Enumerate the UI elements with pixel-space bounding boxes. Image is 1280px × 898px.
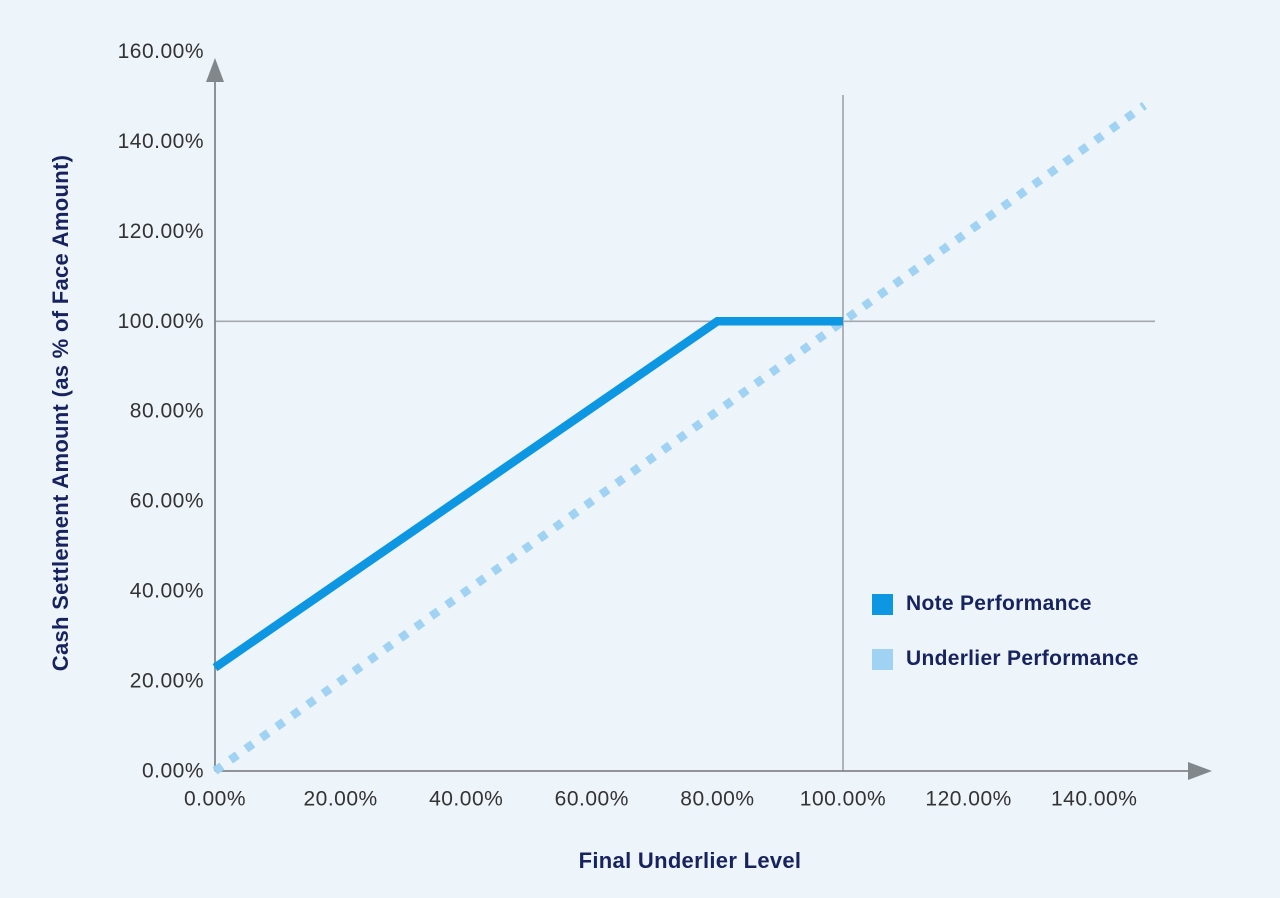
svg-text:40.00%: 40.00% bbox=[130, 580, 204, 603]
svg-text:80.00%: 80.00% bbox=[680, 787, 754, 810]
legend-label-note-performance: Note Performance bbox=[906, 592, 1092, 615]
svg-text:40.00%: 40.00% bbox=[429, 787, 503, 810]
legend-label-underlier-performance: Underlier Performance bbox=[906, 647, 1139, 670]
svg-text:0.00%: 0.00% bbox=[184, 787, 246, 810]
x-axis-title: Final Underlier Level bbox=[578, 848, 802, 873]
svg-text:140.00%: 140.00% bbox=[1051, 787, 1137, 810]
y-axis-title: Cash Settlement Amount (as % of Face Amo… bbox=[48, 154, 73, 672]
note-performance-swatch-icon bbox=[872, 593, 893, 615]
svg-text:100.00%: 100.00% bbox=[118, 310, 204, 333]
svg-text:20.00%: 20.00% bbox=[130, 670, 204, 693]
svg-text:120.00%: 120.00% bbox=[925, 787, 1011, 810]
svg-text:120.00%: 120.00% bbox=[118, 220, 204, 243]
underlier-performance-swatch-icon bbox=[872, 648, 893, 670]
legend-item-underlier-performance: Underlier Performance bbox=[872, 647, 1139, 671]
legend: Note Performance Underlier Performance bbox=[872, 592, 1139, 671]
svg-text:160.00%: 160.00% bbox=[118, 40, 204, 63]
svg-text:60.00%: 60.00% bbox=[555, 787, 629, 810]
svg-text:80.00%: 80.00% bbox=[130, 400, 204, 423]
svg-text:20.00%: 20.00% bbox=[303, 787, 377, 810]
legend-item-note-performance: Note Performance bbox=[872, 592, 1139, 616]
svg-text:100.00%: 100.00% bbox=[800, 787, 886, 810]
svg-text:0.00%: 0.00% bbox=[142, 760, 204, 783]
svg-text:60.00%: 60.00% bbox=[130, 490, 204, 513]
svg-text:140.00%: 140.00% bbox=[118, 130, 204, 153]
